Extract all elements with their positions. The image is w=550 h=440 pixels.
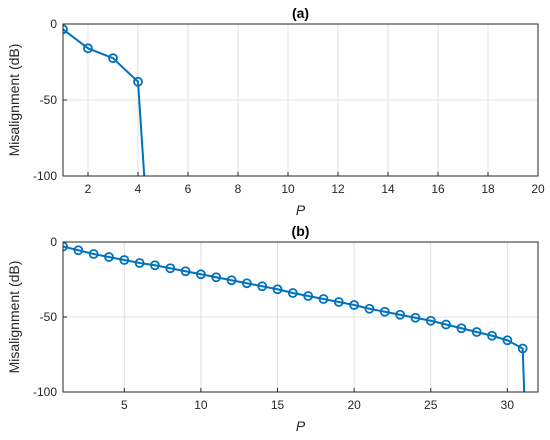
x-tick-label: 6 [185,182,192,196]
y-tick-label: -100 [33,385,57,399]
series-group [63,241,528,392]
data-point-marker [410,312,421,323]
data-point-marker [165,263,176,274]
data-point-marker [257,281,268,292]
series-line [63,245,526,392]
data-point-marker [150,260,160,271]
series-group [63,24,146,176]
x-tick-label: 15 [271,398,285,412]
data-point-marker [517,343,528,354]
x-tick-label: 16 [431,182,445,196]
x-tick-label: 12 [331,182,345,196]
data-point-marker [471,327,482,337]
x-tick-label: 10 [281,182,295,196]
data-point-marker [456,323,467,334]
data-point-marker [195,269,206,280]
data-point-marker [180,266,191,277]
data-point-marker [73,245,84,256]
y-tick-label: 0 [50,17,57,31]
data-point-marker [364,303,375,314]
data-point-marker [63,241,68,252]
data-point-marker [63,24,68,35]
data-point-marker [134,258,145,268]
data-point-marker [226,275,237,286]
x-tick-label: 18 [481,182,495,196]
data-point-marker [379,306,390,317]
x-tick-label: 20 [531,182,545,196]
data-point-marker [272,284,283,295]
y-tick-label: -50 [40,310,58,324]
data-point-marker [241,278,252,289]
panel-title: (b) [292,223,310,239]
x-tick-label: 5 [121,398,128,412]
data-point-marker [318,294,329,304]
y-tick-label: -100 [33,169,57,183]
x-tick-label: 8 [235,182,242,196]
x-tick-label: 4 [135,182,142,196]
data-point-marker [104,252,114,262]
series-line [63,28,146,176]
panel-title: (a) [292,5,309,21]
data-point-marker [88,249,99,259]
data-point-marker [83,43,93,54]
data-point-marker [108,53,118,64]
panel-b: 5 10 15 20 25 30 -100 -50 0 (b) P Misalignment (dB) [6,223,539,434]
data-point-marker [441,319,451,330]
x-tick-label: 30 [501,398,515,412]
data-point-marker [425,315,436,326]
x-tick-label: 25 [424,398,438,412]
data-point-marker [395,309,406,320]
x-tick-label: 2 [85,182,92,196]
y-axis-label: Misalignment (dB) [6,44,22,157]
data-point-marker [333,297,344,307]
data-point-marker [303,291,314,301]
x-tick-label: 10 [194,398,208,412]
x-axis-label: P [296,202,306,218]
y-tick-label: 0 [50,235,57,249]
data-point-marker [287,288,298,298]
panel-a: 2 4 6 8 10 12 14 16 18 20 -100 -50 0 (a) P Misalignment… [6,5,545,218]
data-point-marker [211,272,222,283]
x-tick-label: 20 [347,398,361,412]
y-axis-label: Misalignment (dB) [6,261,22,374]
y-tick-label: -50 [40,93,58,107]
x-axis-label: P [296,418,306,434]
data-point-marker [119,255,130,265]
data-point-marker [133,76,143,87]
x-tick-label: 14 [381,182,395,196]
data-point-marker [502,335,513,346]
data-point-marker [487,330,497,341]
data-point-marker [349,300,360,310]
